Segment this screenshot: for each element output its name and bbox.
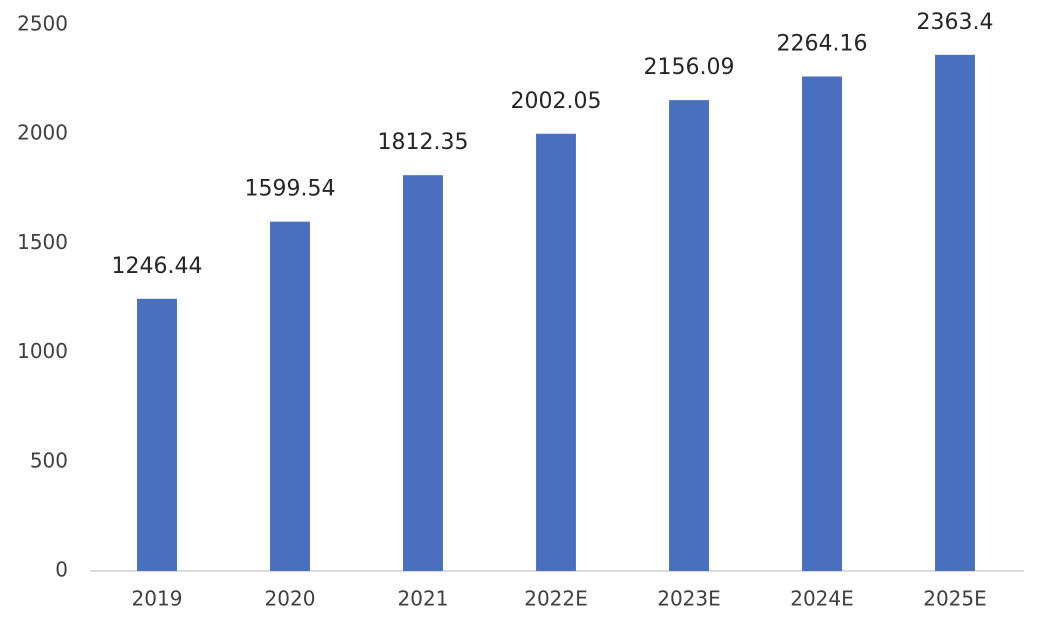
bar [137, 298, 177, 571]
value-label: 1599.54 [245, 177, 336, 202]
y-tick-label: 1500 [17, 230, 68, 254]
x-tick-label: 2024E [790, 587, 854, 611]
y-tick-label: 1000 [17, 339, 68, 363]
y-tick-label: 500 [30, 448, 68, 472]
value-label: 1812.35 [378, 130, 469, 155]
x-tick-label: 2021 [398, 587, 449, 611]
bar [403, 175, 443, 572]
y-tick-label: 2000 [17, 121, 68, 145]
x-tick-label: 2025E [923, 587, 987, 611]
bar [935, 54, 975, 572]
x-tick-label: 2019 [132, 587, 183, 611]
value-label: 2264.16 [777, 32, 868, 57]
value-label: 2156.09 [644, 55, 735, 80]
value-label: 1246.44 [112, 254, 203, 279]
y-tick-label: 2500 [17, 12, 68, 36]
x-tick-label: 2023E [657, 587, 721, 611]
bar [669, 100, 709, 571]
value-label: 2002.05 [511, 89, 602, 114]
x-tick-label: 2022E [524, 587, 588, 611]
bar [270, 221, 310, 571]
x-tick-label: 2020 [265, 587, 316, 611]
value-label: 2363.4 [917, 10, 994, 35]
y-tick-label: 0 [55, 558, 68, 582]
bar [802, 76, 842, 572]
bar [536, 133, 576, 572]
